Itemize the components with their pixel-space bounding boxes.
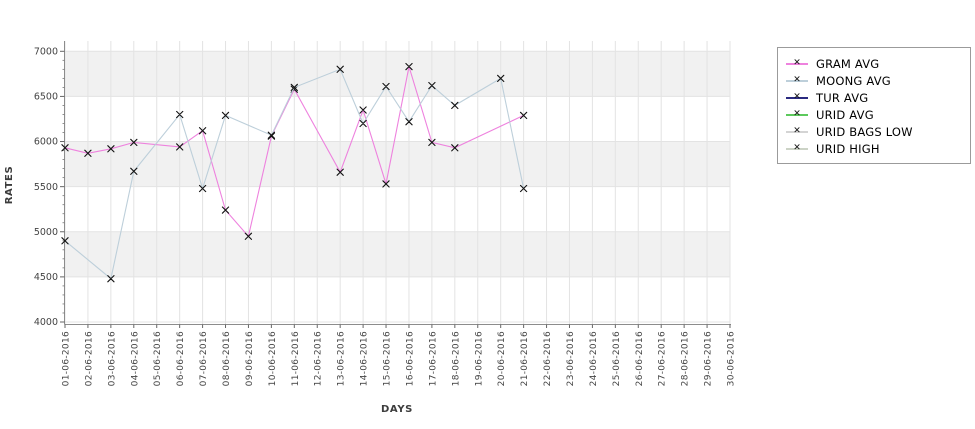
x-tick-label: 08-06-2016	[222, 331, 232, 386]
y-tick-label: 4000	[34, 317, 58, 328]
legend-item-urid-high: ✕ URID HIGH	[786, 140, 964, 157]
legend-label: URID AVG	[816, 107, 874, 122]
series-line	[64, 68, 525, 280]
gram-avg-legend-marker-icon: ✕	[786, 58, 808, 69]
legend-item-tur-avg: ✕ TUR AVG	[786, 89, 964, 106]
x-tick-label: 29-06-2016	[704, 331, 714, 386]
x-tick-label: 26-06-2016	[635, 331, 645, 386]
x-tick-label: 28-06-2016	[681, 331, 691, 386]
y-tick-label: 7000	[34, 47, 58, 58]
tick-labels: 4000 4500 5000 5500 6000 6500 7000 01-06-2016 02…	[34, 47, 737, 387]
series-gram-avg	[61, 62, 528, 240]
x-tick-label: 24-06-2016	[589, 331, 599, 386]
x-tick-label: 23-06-2016	[566, 331, 576, 386]
legend-item-moong-avg: ✕ MOONG AVG	[786, 72, 964, 89]
x-tick-label: 18-06-2016	[451, 331, 461, 386]
urid-high-legend-marker-icon: ✕	[786, 143, 808, 154]
x-tick-label: 10-06-2016	[268, 331, 278, 386]
urid-avg-legend-marker-icon: ✕	[786, 109, 808, 120]
tur-avg-legend-marker-icon: ✕	[786, 92, 808, 103]
y-tick-label: 6500	[34, 92, 58, 103]
y-tick-label: 4500	[34, 272, 58, 283]
axes	[60, 41, 731, 328]
legend-label: URID HIGH	[816, 141, 880, 156]
chart-legend: ✕ GRAM AVG ✕ MOONG AVG ✕ TUR AVG ✕ URID AVG ✕ URI…	[777, 47, 971, 164]
x-tick-label: 03-06-2016	[107, 331, 117, 386]
x-axis-title: DAYS	[381, 404, 413, 415]
x-tick-label: 19-06-2016	[474, 331, 484, 386]
moong-avg-legend-marker-icon: ✕	[786, 75, 808, 86]
legend-label: TUR AVG	[816, 90, 869, 105]
shaded-band	[65, 141, 730, 187]
shaded-band	[65, 231, 730, 277]
band-shading	[65, 51, 730, 277]
y-axis-title: RATES	[4, 166, 15, 205]
x-tick-label: 12-06-2016	[314, 331, 324, 386]
x-tick-label: 02-06-2016	[84, 331, 94, 386]
x-tick-label: 14-06-2016	[360, 331, 370, 386]
x-tick-label: 30-06-2016	[727, 331, 737, 386]
x-tick-label: 13-06-2016	[337, 331, 347, 386]
y-tick-label: 6000	[34, 137, 58, 148]
data-series	[61, 62, 528, 283]
legend-item-gram-avg: ✕ GRAM AVG	[786, 55, 964, 72]
x-tick-label: 27-06-2016	[658, 331, 668, 386]
legend-item-urid-bags-low: ✕ URID BAGS LOW	[786, 123, 964, 140]
urid-bags-low-legend-marker-icon: ✕	[786, 126, 808, 137]
x-tick-label: 15-06-2016	[383, 331, 393, 386]
x-tick-label: 01-06-2016	[62, 331, 72, 386]
x-tick-label: 06-06-2016	[176, 331, 186, 386]
x-tick-label: 22-06-2016	[543, 331, 553, 386]
shaded-band	[65, 51, 730, 97]
x-tick-label: 04-06-2016	[130, 331, 140, 386]
y-tick-label: 5500	[34, 182, 58, 193]
x-tick-label: 07-06-2016	[199, 331, 209, 386]
x-markers	[61, 65, 528, 283]
legend-item-urid-avg: ✕ URID AVG	[786, 106, 964, 123]
grid-lines	[64, 41, 731, 325]
x-tick-label: 17-06-2016	[428, 331, 438, 386]
y-tick-label: 5000	[34, 227, 58, 238]
x-tick-label: 25-06-2016	[612, 331, 622, 386]
x-tick-label: 09-06-2016	[245, 331, 255, 386]
x-tick-label: 20-06-2016	[497, 331, 507, 386]
legend-label: MOONG AVG	[816, 73, 891, 88]
x-tick-label: 16-06-2016	[405, 331, 415, 386]
x-tick-label: 21-06-2016	[520, 331, 530, 386]
x-tick-label: 11-06-2016	[291, 331, 301, 386]
x-tick-label: 05-06-2016	[153, 331, 163, 386]
x-markers	[61, 62, 528, 240]
series-moong-avg	[61, 65, 528, 283]
legend-label: URID BAGS LOW	[816, 124, 913, 139]
legend-label: GRAM AVG	[816, 56, 880, 71]
